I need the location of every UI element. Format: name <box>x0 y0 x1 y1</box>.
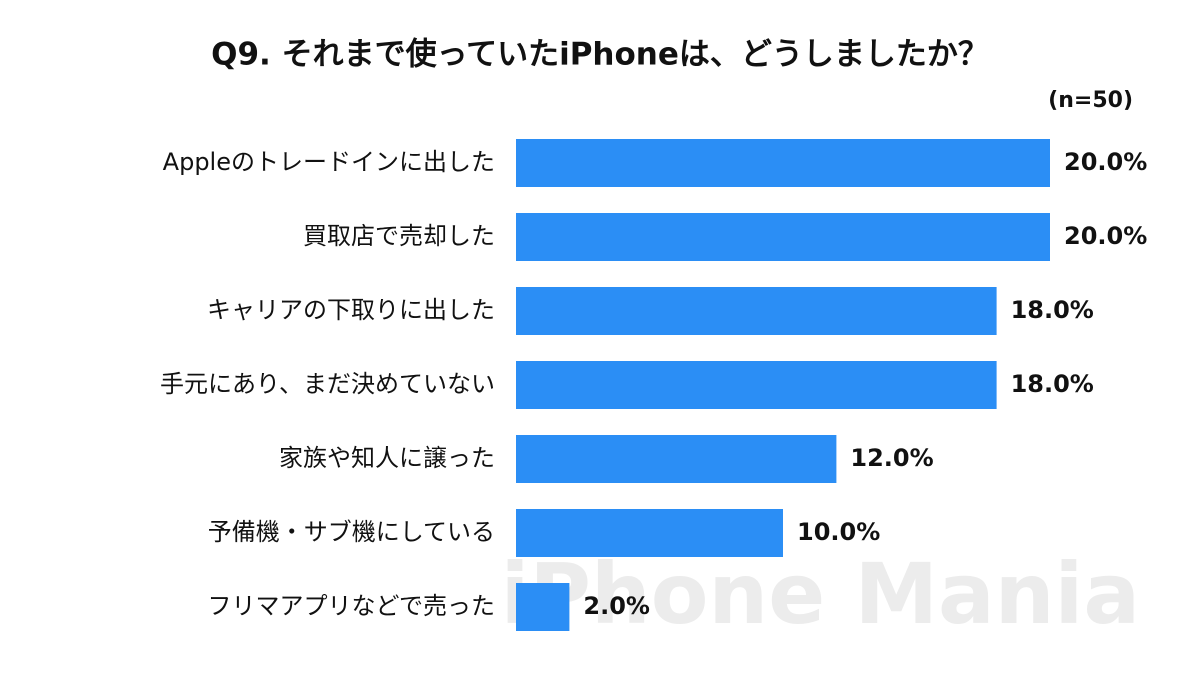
category-label: キャリアの下取りに出した <box>207 296 495 324</box>
bar <box>516 139 1050 187</box>
category-label: 手元にあり、まだ決めていない <box>160 370 495 398</box>
bar <box>516 213 1050 261</box>
category-label: Appleのトレードインに出した <box>163 148 495 176</box>
category-label: 予備機・サブ機にしている <box>208 518 495 546</box>
chart-title: Q9. それまで使っていたiPhoneは、どうしましたか？ <box>211 37 989 73</box>
value-label: 18.0% <box>1011 296 1094 324</box>
bar <box>516 583 570 631</box>
value-label: 18.0% <box>1011 370 1094 398</box>
value-label: 20.0% <box>1064 148 1147 176</box>
category-label: 買取店で売却した <box>303 222 495 250</box>
value-label: 12.0% <box>850 444 933 472</box>
value-label: 10.0% <box>797 518 880 546</box>
category-label: フリマアプリなどで売った <box>207 592 495 620</box>
value-label: 20.0% <box>1064 222 1147 250</box>
bar <box>516 435 837 483</box>
value-label: 2.0% <box>583 592 650 620</box>
bar <box>516 287 997 335</box>
watermark: iPhone Mania <box>501 545 1140 643</box>
bar <box>516 509 783 557</box>
chart-subtitle: (n=50) <box>1048 88 1133 113</box>
category-label: 家族や知人に譲った <box>279 444 495 472</box>
bar <box>516 361 997 409</box>
